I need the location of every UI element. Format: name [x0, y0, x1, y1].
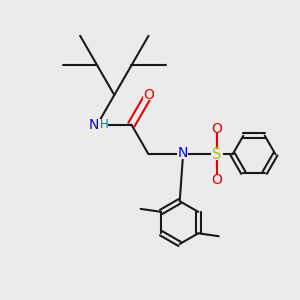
Bar	[178, 149, 188, 159]
Text: O: O	[143, 88, 154, 102]
Bar	[212, 175, 222, 184]
Text: H: H	[99, 118, 108, 131]
Bar	[87, 119, 108, 130]
Text: N: N	[88, 118, 99, 132]
Text: S: S	[212, 147, 222, 162]
Text: O: O	[212, 122, 222, 136]
Bar	[212, 124, 222, 133]
Text: O: O	[212, 173, 222, 187]
Bar	[211, 148, 223, 160]
Bar	[143, 90, 154, 100]
Text: N: N	[178, 146, 188, 160]
